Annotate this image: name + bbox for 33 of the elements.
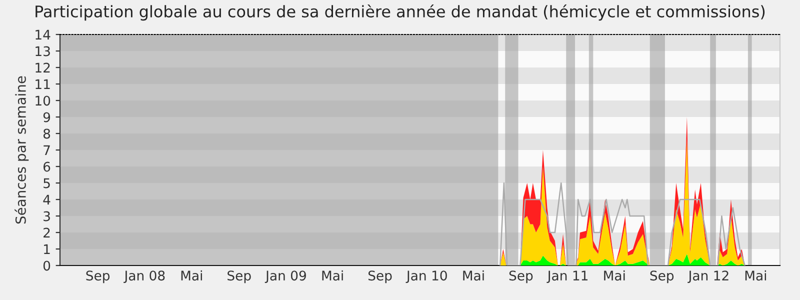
y-tick-label: 6	[44, 162, 50, 172]
x-tick-label: Mai	[745, 270, 766, 281]
y-tick-label: 9	[43, 112, 50, 122]
y-tick-label: 2	[44, 228, 50, 238]
y-axis-title: Séances par semaine	[14, 76, 29, 224]
x-tick-label: Mai	[181, 270, 202, 281]
y-tick-label: 11	[36, 79, 50, 90]
x-tick-label: Jan 10	[406, 270, 447, 284]
x-tick-label: Mai	[604, 270, 625, 281]
y-tick-label: 3	[44, 211, 50, 222]
x-tick-label: Sep	[86, 270, 110, 284]
y-tick-label: 1	[44, 244, 50, 254]
x-tick-label: Jan 08	[124, 270, 165, 284]
y-tick-label: 5	[44, 178, 50, 188]
y-tick-label: 8	[43, 128, 50, 139]
x-tick-label: Sep	[228, 270, 251, 284]
y-tick-label: 13	[36, 46, 50, 56]
y-tick-label: 12	[36, 62, 50, 73]
x-tick-label: Sep	[509, 270, 533, 284]
x-tick-label: Sep	[368, 270, 392, 284]
y-tick-label: 7	[44, 145, 50, 156]
y-tick-label: 14	[36, 30, 50, 40]
y-tick-label: 0	[43, 260, 50, 271]
x-tick-label: Mai	[463, 270, 484, 281]
y-tick-label: 4	[43, 194, 50, 205]
x-tick-label: Sep	[650, 270, 674, 284]
chart-title: Participation globale au cours de sa dernière année de mandat (hémicycle et commissions)	[36, 4, 765, 21]
x-tick-label: Jan 12	[688, 270, 728, 284]
x-tick-label: Jan 09	[264, 270, 306, 284]
x-tick-label: Mai	[322, 270, 343, 281]
x-tick-label: Jan 11	[546, 270, 588, 284]
y-tick-label: 10	[36, 96, 50, 106]
line-series	[499, 182, 746, 266]
